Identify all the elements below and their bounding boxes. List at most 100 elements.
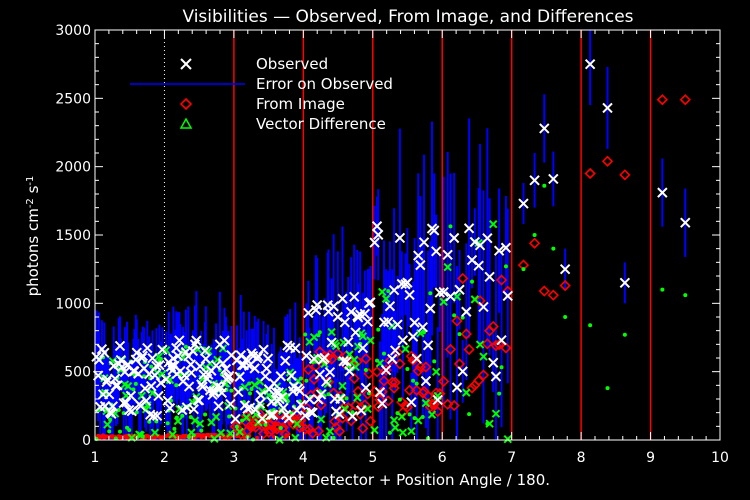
from-image-point bbox=[329, 415, 341, 428]
difference-point bbox=[421, 398, 431, 408]
from-image-point bbox=[487, 320, 499, 333]
legend: Observed Error on Observed From Image Vecto… bbox=[130, 55, 393, 133]
from-image-point bbox=[285, 433, 290, 438]
from-image-point bbox=[463, 343, 475, 356]
observed-point bbox=[418, 237, 430, 248]
observed-point bbox=[217, 358, 229, 369]
observed-point bbox=[442, 249, 453, 260]
observed-point bbox=[101, 376, 112, 388]
difference-point bbox=[107, 429, 112, 434]
difference-point bbox=[462, 388, 471, 397]
from-image-point bbox=[389, 376, 401, 389]
from-image-point bbox=[679, 94, 691, 106]
difference-point bbox=[303, 332, 308, 337]
observed-point bbox=[283, 413, 295, 424]
observed-point bbox=[478, 301, 489, 313]
observed-point bbox=[387, 353, 398, 365]
difference-point bbox=[439, 297, 448, 306]
observed-point bbox=[114, 340, 126, 352]
difference-point bbox=[521, 267, 526, 272]
difference-point bbox=[370, 425, 379, 435]
observed-point bbox=[397, 335, 409, 346]
from-image-point bbox=[403, 384, 416, 396]
observed-point bbox=[120, 397, 132, 408]
difference-point bbox=[210, 434, 219, 443]
difference-point bbox=[491, 409, 501, 418]
observed-point bbox=[496, 334, 507, 346]
observed-point bbox=[275, 371, 286, 382]
observed-point bbox=[223, 370, 235, 382]
from-image-point bbox=[312, 425, 325, 437]
difference-point bbox=[358, 332, 368, 341]
difference-point bbox=[475, 340, 485, 349]
difference-point bbox=[542, 183, 547, 188]
observed-point bbox=[438, 286, 449, 298]
difference-point bbox=[432, 359, 437, 364]
observed-point bbox=[484, 271, 495, 283]
observed-point bbox=[350, 327, 361, 338]
observed-point bbox=[164, 402, 176, 414]
from-image-point bbox=[295, 414, 307, 426]
observed-point bbox=[146, 380, 157, 392]
from-image-point bbox=[315, 399, 327, 411]
difference-point bbox=[131, 387, 136, 392]
observed-point bbox=[250, 404, 261, 415]
y-axis-label-exponent: -2 bbox=[25, 198, 36, 208]
observed-point bbox=[179, 370, 190, 381]
from-image-point bbox=[255, 435, 260, 440]
from-image-point bbox=[349, 399, 362, 411]
observed-point bbox=[384, 300, 396, 312]
observed-point bbox=[488, 357, 499, 368]
observed-point bbox=[432, 394, 443, 406]
x-tick-label: 10 bbox=[711, 450, 729, 466]
observed-point bbox=[344, 366, 355, 377]
difference-point bbox=[532, 233, 537, 237]
observed-point bbox=[230, 413, 241, 425]
observed-point bbox=[191, 335, 202, 346]
difference-point bbox=[382, 351, 387, 356]
difference-point bbox=[467, 412, 472, 417]
difference-point bbox=[407, 427, 416, 436]
from-image-point bbox=[359, 399, 371, 411]
observed-point bbox=[142, 342, 153, 354]
difference-point bbox=[165, 421, 170, 426]
from-image-point bbox=[388, 382, 400, 394]
difference-point bbox=[327, 327, 336, 337]
observed-point bbox=[107, 401, 119, 412]
x-tick-label: 9 bbox=[646, 450, 655, 466]
observed-point bbox=[103, 389, 115, 400]
difference-point bbox=[387, 430, 392, 435]
difference-point bbox=[351, 362, 360, 372]
observed-point bbox=[373, 229, 384, 240]
observed-point bbox=[377, 398, 388, 409]
from-image-point bbox=[374, 394, 386, 406]
from-image-point bbox=[444, 343, 457, 356]
difference-point bbox=[407, 412, 412, 417]
difference-point bbox=[398, 428, 408, 437]
observed-point bbox=[123, 404, 135, 416]
difference-point bbox=[191, 433, 196, 438]
observed-point bbox=[172, 350, 184, 362]
y-tick-label: 2500 bbox=[55, 91, 91, 107]
difference-point bbox=[150, 428, 160, 437]
observed-point bbox=[149, 370, 161, 381]
from-image-point bbox=[333, 425, 346, 437]
difference-point bbox=[605, 386, 610, 391]
observed-point bbox=[319, 352, 330, 364]
from-image-point bbox=[386, 376, 398, 388]
difference-point bbox=[448, 224, 453, 229]
difference-point bbox=[147, 419, 152, 424]
from-image-point bbox=[432, 405, 444, 418]
difference-point bbox=[304, 378, 309, 383]
difference-point bbox=[173, 416, 183, 426]
observed-point bbox=[349, 291, 360, 303]
observed-point bbox=[680, 217, 691, 228]
legend-label-observed: Observed bbox=[256, 55, 328, 73]
observed-point bbox=[602, 102, 613, 114]
difference-point bbox=[235, 427, 244, 437]
observed-point bbox=[151, 360, 162, 372]
from-image-point bbox=[279, 428, 291, 440]
observed-point bbox=[261, 363, 272, 374]
difference-point bbox=[397, 397, 402, 402]
difference-point bbox=[422, 330, 427, 335]
